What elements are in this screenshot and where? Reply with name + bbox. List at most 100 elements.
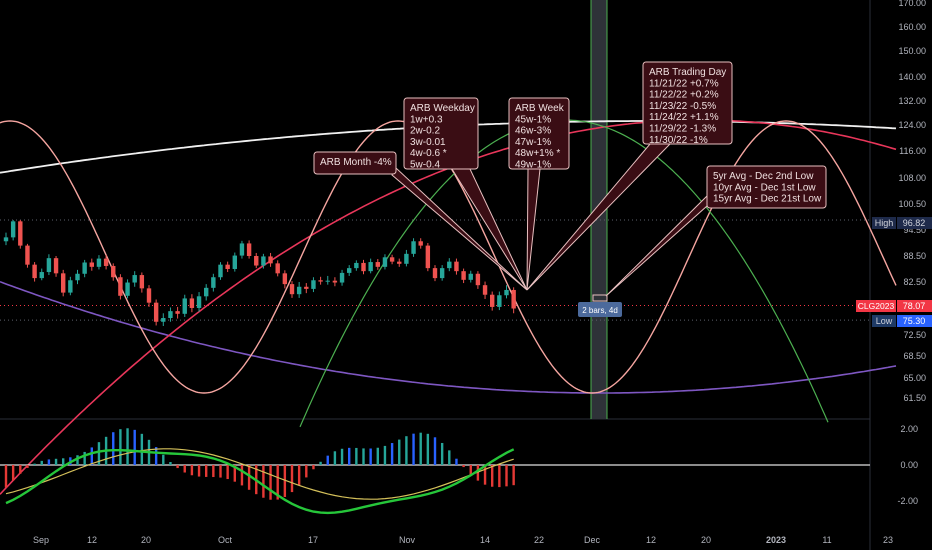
candle-body <box>375 262 380 267</box>
candle-body <box>411 241 416 254</box>
histogram-bar <box>54 458 58 465</box>
price-tick-label: 150.00 <box>898 46 926 56</box>
histogram-bar <box>126 428 129 465</box>
histogram-bar <box>269 465 272 500</box>
candle-body <box>282 273 288 285</box>
histogram-bar <box>276 465 279 500</box>
callout-box <box>313 151 397 175</box>
histogram-bar <box>4 465 8 488</box>
histogram-bar <box>433 437 437 465</box>
candle-body <box>339 272 345 283</box>
histogram-bar <box>154 447 158 465</box>
histogram-bar <box>11 465 15 481</box>
callout-text: ARB Weekday <box>410 103 475 114</box>
histogram-bar <box>326 455 329 465</box>
svg-text:Low: Low <box>876 316 893 326</box>
histogram-bar <box>312 465 315 470</box>
candle-body <box>504 289 509 296</box>
price-tick-label: 88.50 <box>903 251 926 261</box>
time-axis[interactable]: Sep 12 20 Oct 17 Nov 14 22 Dec 12 20 2023 11 23 <box>33 535 893 545</box>
purple-cycle <box>0 280 897 394</box>
candle-body <box>118 277 123 296</box>
histogram-bar <box>462 465 465 468</box>
price-axis[interactable]: 170.00 160.00 150.00 140.00 132.00 124.00 116.… <box>897 0 926 506</box>
callout-text: 48w+1% * <box>515 148 560 159</box>
candle-body <box>254 256 259 266</box>
candle-body <box>490 294 495 307</box>
price-tick-label: 132.00 <box>898 96 926 106</box>
candle-body <box>418 241 423 246</box>
histogram-bar <box>483 465 487 485</box>
candle-body <box>103 258 109 266</box>
histogram-bar <box>190 465 194 476</box>
candle-body <box>311 280 316 289</box>
histogram-bar <box>83 451 86 465</box>
histogram-bar <box>297 465 301 486</box>
price-tick-label: 160.00 <box>898 22 926 32</box>
candle-body <box>168 311 173 319</box>
candle-body <box>89 262 94 267</box>
candle-body <box>96 258 102 267</box>
time-tick-label: 12 <box>646 535 656 545</box>
candle-body <box>332 280 338 283</box>
svg-text:2 bars, 4d: 2 bars, 4d <box>582 306 618 315</box>
histogram-bar <box>169 462 172 465</box>
candle-body <box>397 261 402 264</box>
candle-body <box>468 273 473 280</box>
histogram-bar <box>183 465 186 473</box>
callout-text: 5yr Avg - Dec 2nd Low <box>713 171 814 182</box>
candle-body <box>382 257 388 267</box>
histogram-bar <box>197 465 201 477</box>
histogram-bar <box>205 465 208 477</box>
candle-body <box>439 268 445 279</box>
candle-body <box>318 280 323 282</box>
candle-body <box>275 263 280 274</box>
callout-box <box>508 97 570 170</box>
candle-body <box>454 261 459 272</box>
histogram-bar <box>348 447 351 465</box>
time-tick-label: 22 <box>534 535 544 545</box>
callout-text: 46w-3% <box>515 126 551 137</box>
candle-body <box>139 275 145 289</box>
histogram-bar <box>355 447 358 465</box>
svg-text:96.82: 96.82 <box>903 218 926 228</box>
candle-body <box>268 256 273 264</box>
time-tick-label: 20 <box>141 535 151 545</box>
price-tick-label: 100.50 <box>898 199 926 209</box>
candle-body <box>153 302 159 322</box>
histogram-bar <box>376 447 379 465</box>
price-tick-label: 170.00 <box>898 0 926 8</box>
histogram-bar <box>448 450 451 465</box>
callout-text: 11/21/22 +0.7% <box>649 78 719 89</box>
candle-body <box>475 273 481 286</box>
candle-body <box>204 287 209 297</box>
candle-body <box>46 258 52 273</box>
callout-text: 2w-0.2 <box>410 126 440 137</box>
candle-body <box>304 286 309 289</box>
candle-body <box>161 318 166 322</box>
candle-body <box>25 245 30 265</box>
histogram-bar <box>491 465 494 487</box>
time-tick-label: 11 <box>822 535 831 545</box>
callout-text: ARB Week <box>515 103 565 114</box>
annotation-callouts: ARB Month -4% ARB Weekday1w+0.32w-0.23w-0… <box>313 61 827 302</box>
candle-body <box>511 289 516 309</box>
callout-text: 11/24/22 +1.1% <box>649 112 719 123</box>
price-tick-label: 140.00 <box>898 72 926 82</box>
histogram-bar <box>133 429 136 465</box>
histogram-bar <box>319 461 322 465</box>
candle-body <box>32 264 37 279</box>
candle-body <box>432 268 438 279</box>
time-tick-label: Dec <box>584 535 601 545</box>
price-tick-label: 65.00 <box>903 373 926 383</box>
histogram-bar <box>505 465 508 487</box>
histogram-bar <box>19 465 22 474</box>
histogram-bar <box>40 460 43 465</box>
histogram-bar <box>290 465 294 493</box>
candle-body <box>211 277 216 288</box>
candle-body <box>82 262 87 274</box>
price-tick-label: 72.50 <box>903 330 926 340</box>
